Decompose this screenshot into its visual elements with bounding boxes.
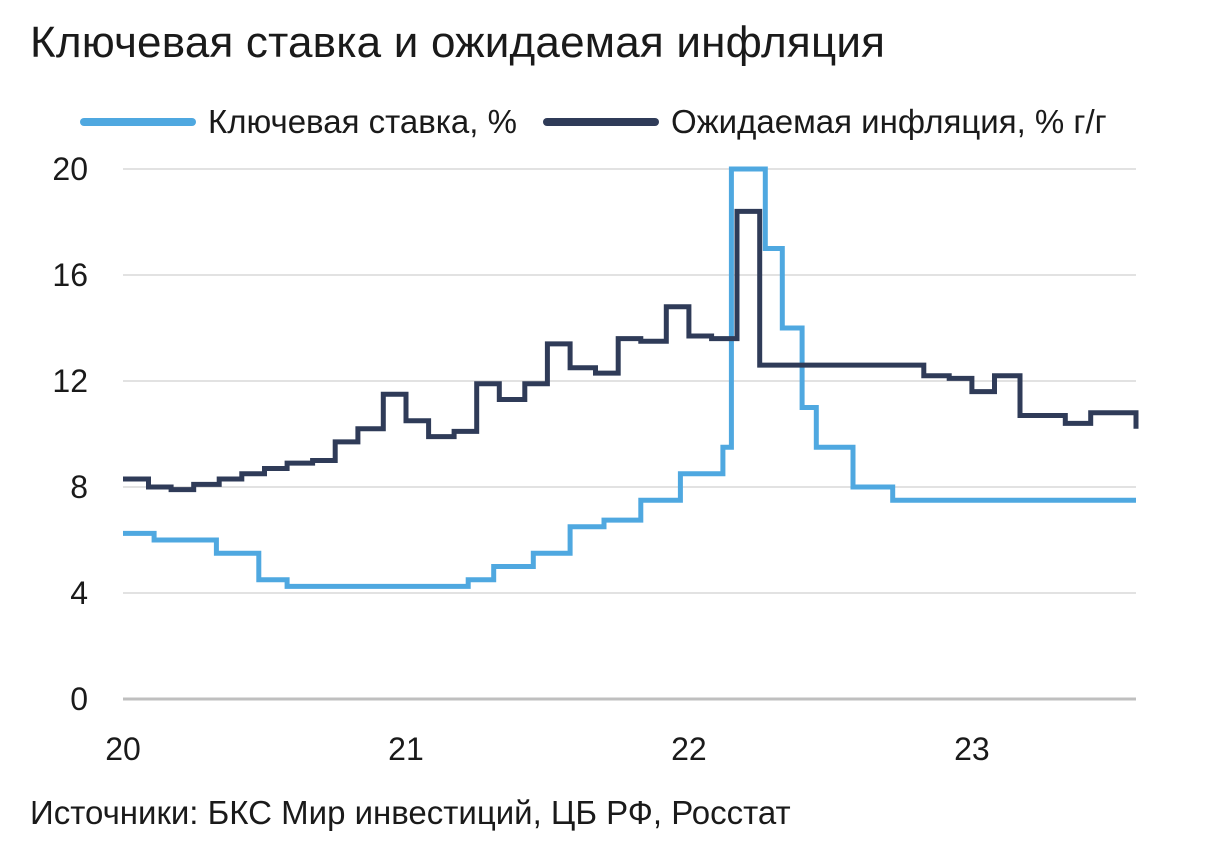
y-axis-ticks: 0 4 8 12 16 20 — [52, 151, 88, 717]
legend-label-expected-inflation: Ожидаемая инфляция, % г/г — [670, 103, 1107, 140]
chart-legend: Ключевая ставка, % Ожидаемая инфляция, %… — [80, 102, 1133, 142]
y-tick-label: 16 — [52, 257, 88, 293]
legend-swatch-key-rate — [80, 118, 196, 126]
x-tick-label: 23 — [954, 731, 990, 767]
series-line-1 — [123, 208, 1139, 493]
grid-lines — [123, 168, 1136, 701]
x-axis-ticks: 20 21 22 23 — [105, 731, 989, 767]
legend-label-key-rate: Ключевая ставка, % — [208, 103, 517, 140]
y-tick-label: 20 — [52, 151, 88, 187]
legend-swatch-expected-inflation — [542, 118, 659, 126]
chart-title: Ключевая ставка и ожидаемая инфляция — [30, 18, 886, 67]
series-lines — [123, 166, 1139, 589]
x-tick-label: 22 — [671, 731, 707, 767]
x-tick-label: 21 — [388, 731, 424, 767]
y-tick-label: 12 — [52, 363, 88, 399]
legend-item-expected-inflation: Ожидаемая инфляция, % г/г — [542, 103, 1107, 141]
legend-item-key-rate: Ключевая ставка, % — [80, 103, 517, 141]
series-line-0 — [123, 166, 1136, 589]
y-tick-label: 8 — [70, 469, 88, 505]
source-note: Источники: БКС Мир инвестиций, ЦБ РФ, Ро… — [30, 794, 791, 831]
x-tick-label: 20 — [105, 731, 141, 767]
y-tick-label: 0 — [70, 681, 88, 717]
y-tick-label: 4 — [70, 575, 88, 611]
